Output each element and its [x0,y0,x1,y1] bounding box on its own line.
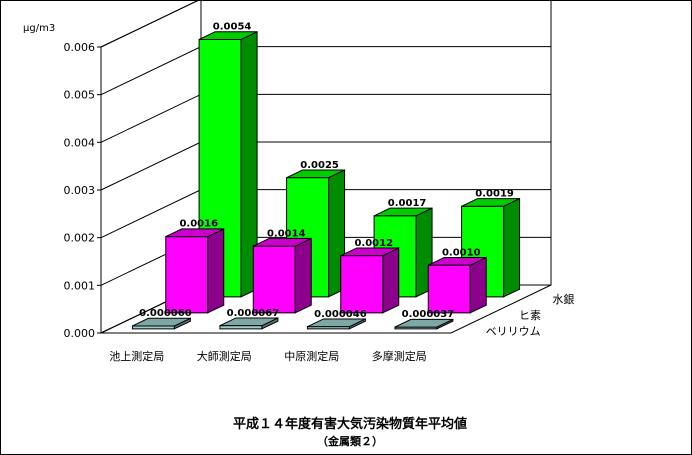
bar [306,318,366,330]
bar [131,317,191,330]
category-label: 多摩測定局 [372,349,427,363]
bar-side [469,256,487,314]
y-tick-label: 0.005 [64,89,96,102]
bar-front [252,245,296,314]
y-axis-unit: μg/m3 [23,23,55,34]
category-label: 中原測定局 [284,349,339,363]
chart-title: 平成１４年度有害大気汚染物質年平均値 [233,416,467,432]
bar-front [340,255,384,314]
bar-top [132,317,191,327]
y-tick-label: 0.006 [64,41,96,54]
bar [427,256,487,314]
y-tick-label: 0.002 [64,232,96,245]
bar-top [165,228,224,238]
data-label: 0.0010 [442,247,481,258]
bar [219,317,279,330]
y-tick-label: 0.003 [64,184,96,197]
series-label: ベリリウム [486,325,541,338]
y-tick-label: 0.000 [64,327,96,340]
category-label: 大師測定局 [197,349,252,363]
gridline [100,1,198,48]
chart-subtitle: （金属類２） [317,434,383,448]
series-label: 水銀 [552,292,574,306]
bar-top [286,169,345,179]
bar-top [253,237,312,247]
data-label: 0.000046 [314,309,367,320]
bar [252,237,312,314]
bar-side [294,237,312,314]
data-label: 0.0054 [213,22,252,33]
data-label: 0.000060 [139,308,192,319]
y-tick-label: 0.001 [64,279,96,292]
category-label: 池上測定局 [109,349,164,363]
data-label: 0.0017 [388,198,427,209]
series-label: ヒ素 [519,309,541,322]
bar-top [373,207,433,217]
bar-top [340,247,399,257]
bar-top [428,256,487,266]
data-label: 0.000067 [227,308,280,319]
bar [394,318,454,330]
data-label: 0.0025 [300,160,339,171]
bar-side [207,228,225,314]
bar [165,228,225,314]
bar-top [219,317,279,327]
data-label: 0.000037 [402,309,455,320]
bar-top [461,198,520,207]
data-label: 0.0016 [179,219,218,230]
data-label: 0.0014 [267,228,306,239]
bar-side [382,247,400,314]
data-label: 0.0019 [475,188,514,199]
bar-side [503,197,521,298]
bar-top [198,31,258,40]
bar [340,247,400,314]
y-tick-label: 0.004 [64,136,96,149]
bar-front [427,264,471,314]
bar-top [307,318,366,328]
bar-top [394,318,454,328]
data-label: 0.0012 [354,238,393,249]
bar-front [165,236,209,314]
